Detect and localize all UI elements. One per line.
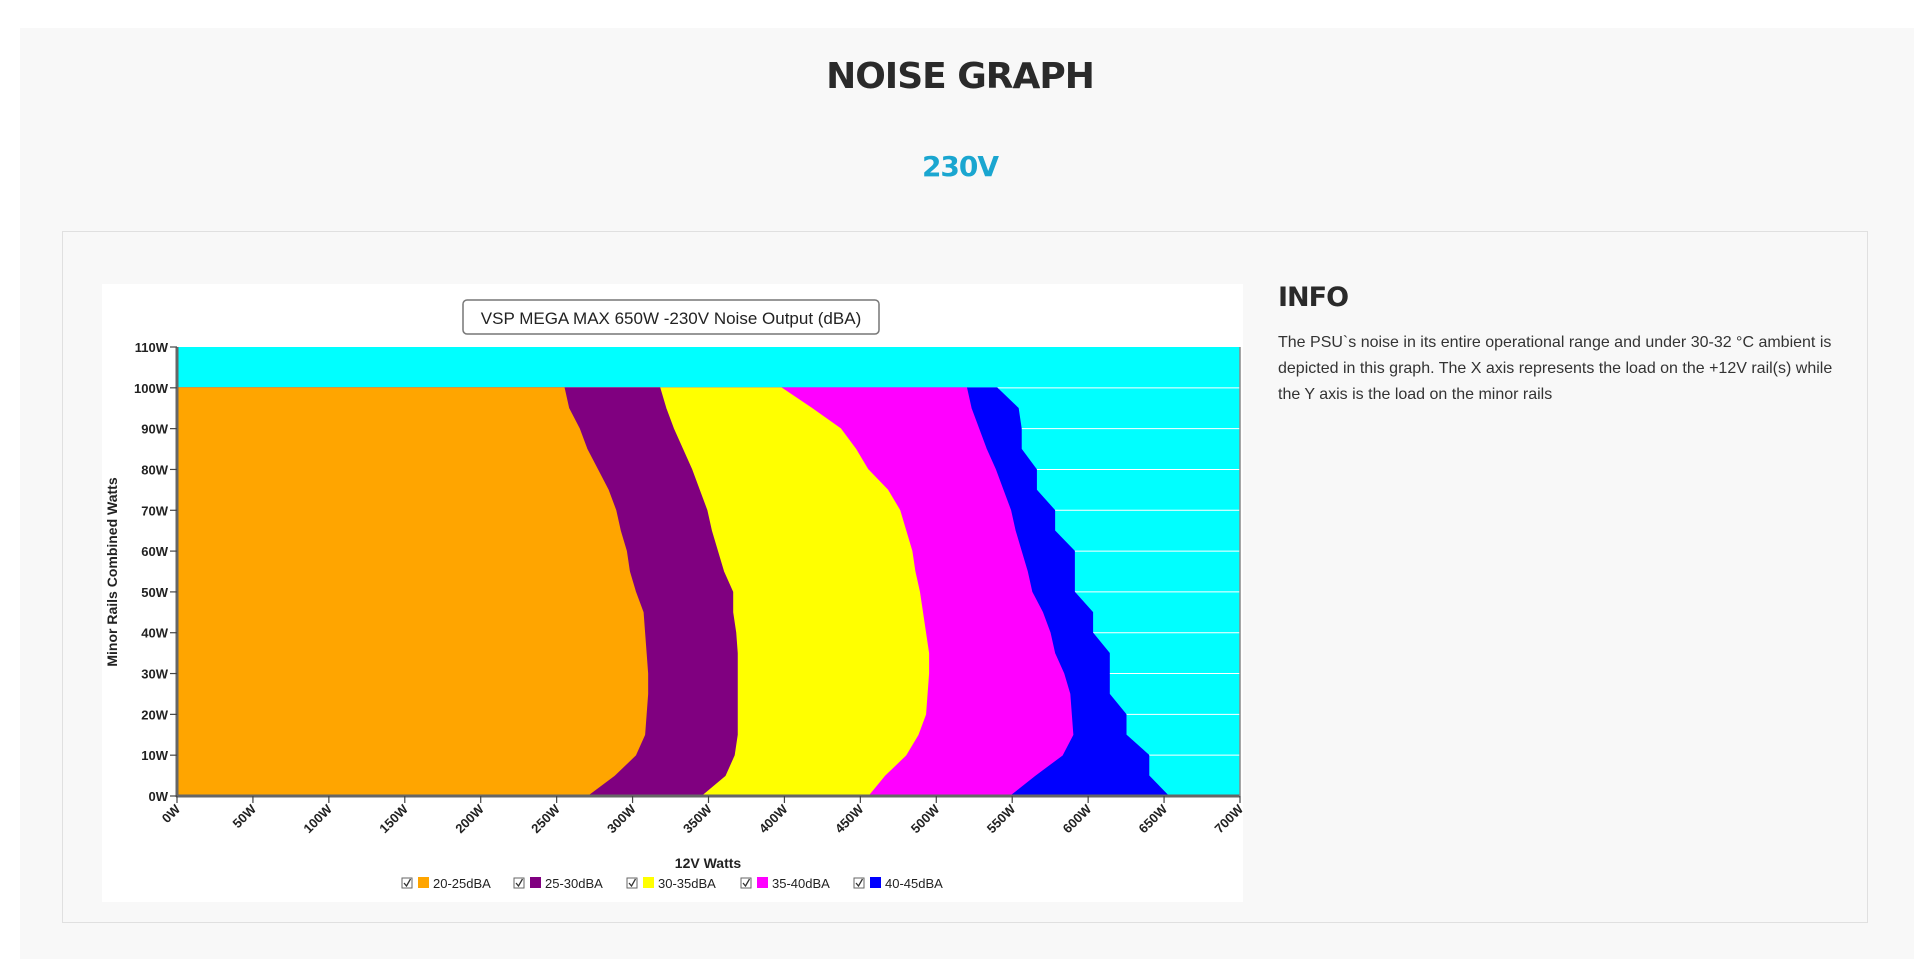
y-tick-label: 40W xyxy=(141,626,168,641)
info-heading: INFO xyxy=(1278,282,1349,313)
legend-swatch xyxy=(870,877,881,888)
legend-check-mark xyxy=(742,878,751,888)
x-tick-label: 400W xyxy=(756,801,791,836)
y-tick-label: 0W xyxy=(149,789,169,804)
x-tick-label: 300W xyxy=(604,801,639,836)
x-tick-label: 500W xyxy=(908,801,943,836)
legend-check-mark xyxy=(628,878,637,888)
y-tick-label: 30W xyxy=(141,667,168,682)
y-tick-label: 100W xyxy=(134,381,169,396)
x-tick-label: 550W xyxy=(984,801,1019,836)
x-tick-label: 0W xyxy=(159,801,184,826)
y-tick-label: 60W xyxy=(141,544,168,559)
voltage-subtitle: 230V xyxy=(921,150,999,183)
x-tick-label: 600W xyxy=(1060,801,1095,836)
y-tick-label: 70W xyxy=(141,503,168,518)
x-tick-label: 200W xyxy=(452,801,487,836)
y-axis-label: Minor Rails Combined Watts xyxy=(104,477,120,666)
x-tick-label: 700W xyxy=(1211,801,1243,836)
legend-checkbox xyxy=(853,877,865,889)
legend-label: 35-40dBA xyxy=(772,876,830,891)
legend-label: 40-45dBA xyxy=(885,876,943,891)
legend-checkbox xyxy=(401,877,413,889)
info-text: The PSU`s noise in its entire operationa… xyxy=(1278,334,1833,403)
legend: 20-25dBA 25-30dBA 30-35dBA 35-40dBA 40-45dBA xyxy=(401,876,943,891)
legend-swatch xyxy=(530,877,541,888)
x-tick-label: 450W xyxy=(832,801,867,836)
chart-title-box xyxy=(462,299,880,335)
y-tick-label: 50W xyxy=(141,585,168,600)
legend-check-mark xyxy=(403,878,412,888)
x-tick-label: 350W xyxy=(680,801,715,836)
legend-check-mark xyxy=(515,878,524,888)
chart-title: VSP MEGA MAX 650W -230V Noise Output (dB… xyxy=(481,309,861,328)
x-tick-label: 250W xyxy=(528,801,563,836)
x-tick-label: 100W xyxy=(300,801,335,836)
legend-checkbox xyxy=(513,877,525,889)
legend-checkbox xyxy=(740,877,752,889)
x-tick-label: 150W xyxy=(376,801,411,836)
noise-chart: VSP MEGA MAX 650W -230V Noise Output (dB… xyxy=(104,299,1247,891)
x-tick-label: 50W xyxy=(230,801,260,831)
legend-label: 20-25dBA xyxy=(433,876,491,891)
legend-label: 30-35dBA xyxy=(658,876,716,891)
legend-swatch xyxy=(418,877,429,888)
chart-container: VSP MEGA MAX 650W -230V Noise Output (dB… xyxy=(102,284,1247,902)
x-axis-label: 12V Watts xyxy=(675,855,742,871)
y-tick-label: 110W xyxy=(135,340,169,355)
y-tick-label: 90W xyxy=(141,422,168,437)
page-title: NOISE GRAPH xyxy=(826,56,1095,97)
legend-swatch xyxy=(757,877,768,888)
y-tick-label: 10W xyxy=(141,748,168,763)
legend-label: 25-30dBA xyxy=(545,876,603,891)
legend-checkbox xyxy=(626,877,638,889)
x-tick-label: 650W xyxy=(1136,801,1171,836)
noise-region-20-25dBA xyxy=(176,387,649,797)
y-tick-label: 20W xyxy=(141,707,168,722)
y-tick-label: 80W xyxy=(141,462,168,477)
legend-swatch xyxy=(643,877,654,888)
legend-check-mark xyxy=(855,878,864,888)
